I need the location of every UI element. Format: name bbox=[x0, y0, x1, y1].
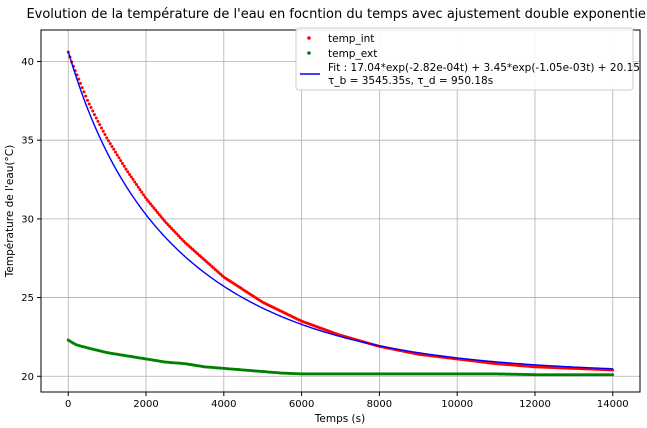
x-tick-label: 6000 bbox=[289, 399, 314, 410]
temp-ext-point bbox=[611, 373, 615, 377]
temp-int-point bbox=[138, 188, 142, 192]
temp-int-point bbox=[159, 215, 163, 219]
temp-int-point bbox=[87, 102, 91, 106]
temp-int-point bbox=[82, 90, 86, 94]
temp-int-point bbox=[154, 208, 158, 212]
y-tick-label: 25 bbox=[21, 293, 34, 304]
temp-int-point bbox=[110, 144, 114, 148]
x-tick-label: 4000 bbox=[211, 399, 236, 410]
temp-int-point bbox=[78, 81, 82, 85]
temp-int-point bbox=[127, 172, 131, 176]
y-tick-label: 20 bbox=[21, 372, 34, 383]
temp-int-point bbox=[103, 133, 107, 137]
legend-label-temp-ext: temp_ext bbox=[328, 48, 377, 60]
temp-int-point bbox=[101, 129, 105, 133]
temp-int-point bbox=[141, 193, 145, 197]
temp-int-point bbox=[112, 147, 116, 151]
axis-ticks: 0 2000 4000 6000 8000 10000 12000 14000 20 25 30 35… bbox=[21, 57, 628, 410]
temp-int-point bbox=[163, 219, 166, 223]
temp-int-point bbox=[131, 177, 135, 181]
temp-ext-series bbox=[66, 338, 615, 377]
x-axis-label: Temps (s) bbox=[314, 413, 365, 425]
temp-int-point bbox=[157, 212, 161, 216]
temp-int-point bbox=[94, 116, 98, 120]
temp-int-point bbox=[147, 200, 151, 204]
temp-int-point bbox=[120, 161, 124, 165]
temp-int-point bbox=[115, 153, 119, 157]
temp-int-point bbox=[140, 190, 144, 194]
temp-int-point bbox=[150, 204, 154, 208]
y-tick-label: 30 bbox=[21, 214, 34, 225]
temp-int-point bbox=[91, 109, 95, 113]
temp-int-point bbox=[152, 206, 156, 210]
temp-int-point bbox=[126, 170, 130, 174]
temp-int-point bbox=[92, 113, 96, 117]
temp-int-point bbox=[133, 180, 137, 184]
temp-int-point bbox=[98, 123, 102, 127]
legend-marker-temp-ext bbox=[307, 51, 311, 55]
temp-int-point bbox=[85, 98, 89, 102]
temp-int-point bbox=[143, 195, 147, 199]
fit-line bbox=[67, 51, 613, 370]
legend: temp_int temp_ext Fit : 17.04*exp(-2.82e… bbox=[295, 27, 640, 91]
temp-int-point bbox=[77, 77, 81, 81]
x-tick-label: 14000 bbox=[597, 399, 629, 410]
temp-int-point bbox=[106, 139, 110, 143]
temp-int-point bbox=[145, 198, 149, 202]
temp-int-point bbox=[89, 106, 93, 110]
y-tick-label: 35 bbox=[21, 136, 34, 147]
plot-data bbox=[66, 50, 615, 377]
temp-int-point bbox=[113, 150, 117, 154]
temp-int-point bbox=[122, 164, 126, 168]
temp-int-point bbox=[136, 185, 140, 189]
temp-int-point bbox=[99, 126, 103, 130]
temp-int-point bbox=[161, 217, 165, 221]
temp-int-point bbox=[96, 119, 100, 123]
y-tick-label: 40 bbox=[21, 57, 34, 68]
x-tick-label: 0 bbox=[65, 399, 71, 410]
temp-int-point bbox=[108, 142, 112, 146]
x-tick-label: 12000 bbox=[519, 399, 551, 410]
temp-int-point bbox=[124, 167, 128, 171]
temp-int-point bbox=[134, 183, 138, 187]
legend-marker-temp-int bbox=[307, 36, 311, 40]
legend-label-fit: Fit : 17.04*exp(-2.82e-04t) + 3.45*exp(-… bbox=[328, 62, 640, 74]
y-axis-label: Température de l'eau(°C) bbox=[4, 145, 16, 278]
temp-int-point bbox=[80, 86, 84, 90]
legend-box bbox=[295, 27, 634, 91]
temp-int-point bbox=[119, 159, 123, 163]
legend-label-fit-line2: τ_b = 3545.35s, τ_d = 950.18s bbox=[328, 75, 493, 87]
legend-label-temp-int: temp_int bbox=[328, 33, 374, 45]
temp-int-point bbox=[155, 210, 159, 214]
temp-int-point bbox=[129, 175, 133, 179]
temp-int-point bbox=[148, 202, 152, 206]
x-tick-label: 2000 bbox=[133, 399, 158, 410]
x-tick-label: 10000 bbox=[441, 399, 473, 410]
temp-int-point bbox=[84, 94, 88, 98]
x-tick-label: 8000 bbox=[367, 399, 392, 410]
temp-int-point bbox=[105, 136, 109, 140]
chart-title: Evolution de la température de l'eau en … bbox=[26, 7, 647, 22]
temp-int-point bbox=[117, 156, 121, 160]
temp-int-series bbox=[66, 50, 615, 372]
